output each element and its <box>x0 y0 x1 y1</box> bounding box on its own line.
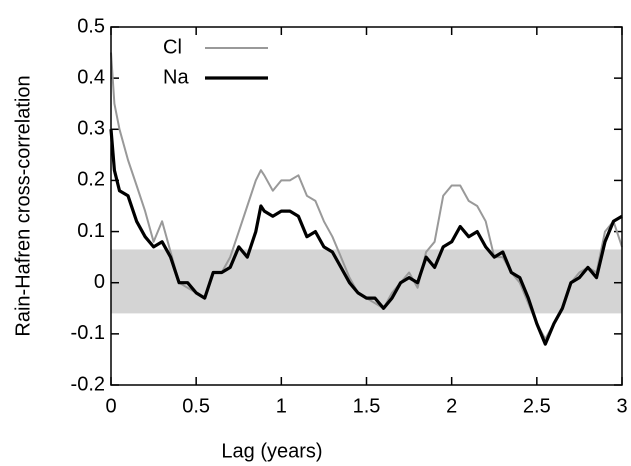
series-line <box>109 129 623 346</box>
x-tick-label: 3 <box>616 395 627 417</box>
plot-frame <box>110 26 623 386</box>
y-tick-label: -0.2 <box>71 373 105 395</box>
x-tick-label: 2.5 <box>523 395 551 417</box>
x-tick-label: 1 <box>276 395 287 417</box>
y-tick-label: 0.2 <box>77 169 105 191</box>
x-tick-label: 0 <box>105 395 116 417</box>
legend-label: Na <box>163 66 189 88</box>
significance-band <box>111 249 622 314</box>
legend-label: Cl <box>163 36 182 58</box>
y-tick-label: 0 <box>94 271 105 293</box>
y-tick-label: 0.4 <box>77 66 105 88</box>
y-tick-label: 0.1 <box>77 220 105 242</box>
y-tick-label: 0.5 <box>77 15 105 37</box>
y-tick-label: 0.3 <box>77 118 105 140</box>
x-tick-label: 0.5 <box>182 395 210 417</box>
y-tick-label: -0.1 <box>71 322 105 344</box>
x-tick-label: 1.5 <box>353 395 381 417</box>
x-tick-label: 2 <box>446 395 457 417</box>
x-axis-title: Lag (years) <box>221 440 322 462</box>
y-axis-title: Rain-Hafren cross-correlation <box>12 75 34 336</box>
